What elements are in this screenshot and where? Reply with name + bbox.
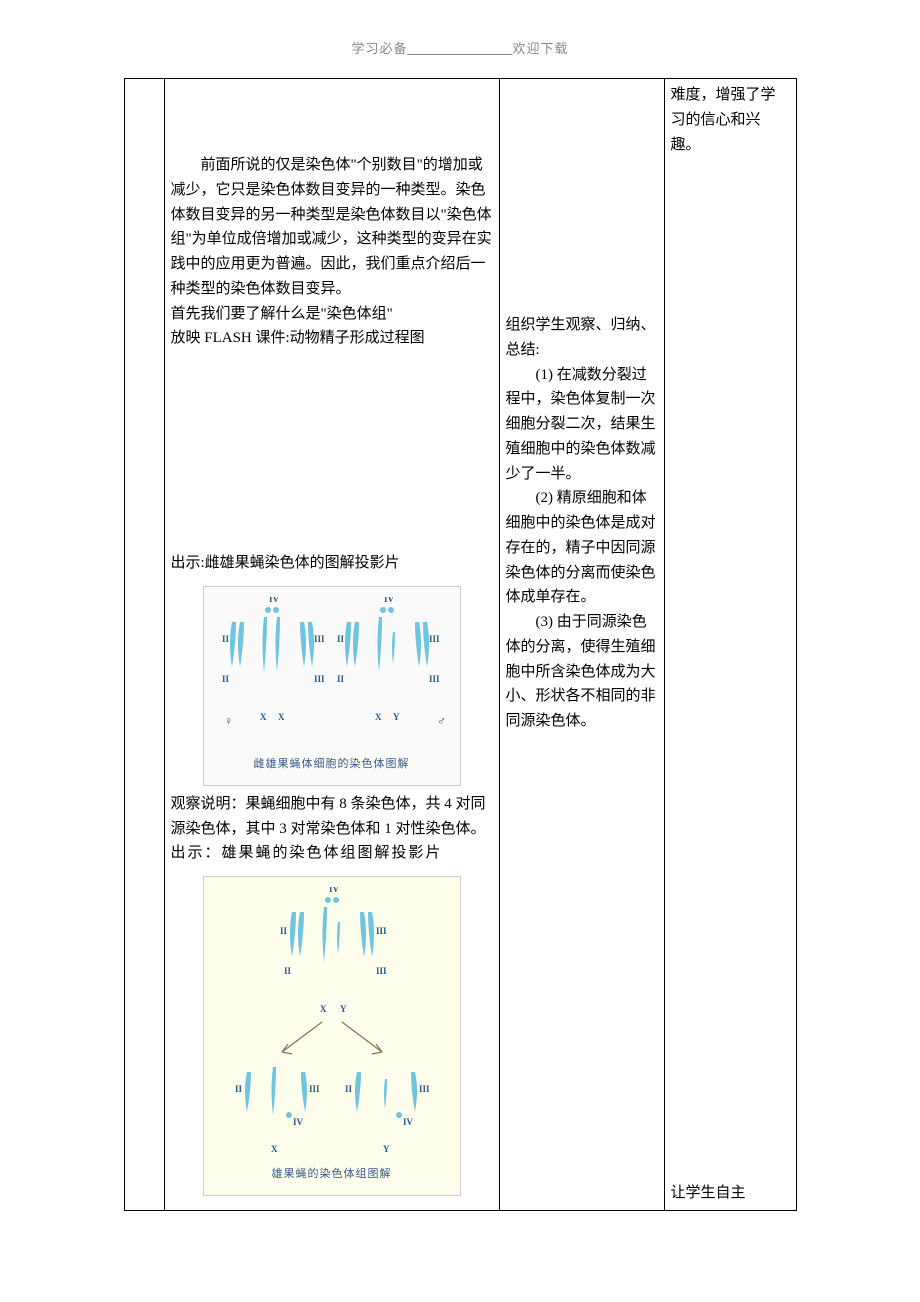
svg-text:III: III [419, 1084, 430, 1094]
svg-text:III: III [314, 674, 325, 684]
svg-text:X: X [271, 1144, 278, 1154]
svg-text:IV: IV [329, 887, 340, 894]
page-header: 学习必备＿＿＿＿＿＿＿欢迎下载 [0, 0, 920, 70]
cold-top: 难度，增强了学习的信心和兴趣。 [671, 83, 790, 157]
svg-text:III: III [429, 634, 440, 644]
lesson-table: 前面所说的仅是染色体"个别数目"的增加或减少，它只是染色体数目变异的一种类型。染… [124, 78, 797, 1211]
svg-text:Y: Y [383, 1144, 390, 1154]
svg-text:II: II [337, 634, 345, 644]
cold-bottom: 让学生自主 [671, 1181, 790, 1206]
diagram-female-male-fruitfly: IV II II III III X X ♀ [203, 586, 461, 786]
header-left: 学习必备 [351, 41, 407, 56]
svg-text:III: III [309, 1084, 320, 1094]
svg-text:IV: IV [384, 597, 395, 604]
svg-text:II: II [222, 674, 230, 684]
svg-text:Y: Y [340, 1004, 347, 1014]
header-right: 欢迎下载 [513, 41, 569, 56]
cell-col-a [124, 79, 164, 1211]
line-flash: 放映 FLASH 课件:动物精子形成过程图 [171, 326, 493, 351]
table-row: 前面所说的仅是染色体"个别数目"的增加或减少，它只是染色体数目变异的一种类型。染… [124, 79, 796, 1211]
svg-text:X: X [260, 712, 267, 722]
line-first-understand: 首先我们要了解什么是"染色体组" [171, 302, 493, 327]
colc-p3: (2) 精原细胞和体细胞中的染色体是成对存在的，精子中因同源染色体的分离而使染色… [506, 486, 658, 610]
svg-text:X: X [320, 1004, 327, 1014]
svg-text:IV: IV [269, 597, 280, 604]
svg-text:III: III [429, 674, 440, 684]
chromosome-diagram-2-svg: IV II II III III X Y II [212, 887, 452, 1157]
diagram2-caption: 雄果蝇的染色体组图解 [210, 1165, 454, 1183]
svg-text:IV: IV [403, 1117, 414, 1127]
cell-col-d: 难度，增强了学习的信心和兴趣。 让学生自主 [664, 79, 796, 1211]
svg-text:Y: Y [393, 712, 400, 722]
header-underline: ＿＿＿＿＿＿＿ [407, 41, 512, 56]
svg-text:II: II [337, 674, 345, 684]
line-show-diagram2: 出示：雄果蝇的染色体组图解投影片 [171, 841, 493, 866]
para-observation: 观察说明：果蝇细胞中有 8 条染色体，共 4 对同源染色体，其中 3 对常染色体… [171, 792, 493, 842]
diagram1-caption: 雌雄果蝇体细胞的染色体图解 [210, 755, 454, 773]
chromosome-diagram-1-svg: IV II II III III X X ♀ [212, 597, 452, 747]
svg-text:II: II [222, 634, 230, 644]
cell-col-c: 组织学生观察、归纳、总结: (1) 在减数分裂过程中，染色体复制一次细胞分裂二次… [499, 79, 664, 1211]
svg-text:II: II [345, 1084, 353, 1094]
cell-col-b: 前面所说的仅是染色体"个别数目"的增加或减少，它只是染色体数目变异的一种类型。染… [164, 79, 499, 1211]
svg-text:X: X [278, 712, 285, 722]
svg-text:X: X [375, 712, 382, 722]
colc-p4: (3) 由于同源染色体的分离，使得生殖细胞中所含染色体成为大小、形状各不相同的非… [506, 610, 658, 734]
svg-text:III: III [314, 634, 325, 644]
colc-p1: 组织学生观察、归纳、总结: [506, 313, 658, 363]
line-show-diagram1: 出示:雌雄果蝇染色体的图解投影片 [171, 551, 493, 576]
svg-text:III: III [376, 926, 387, 936]
svg-text:II: II [235, 1084, 243, 1094]
diagram-male-fruitfly-set: IV II II III III X Y II [203, 876, 461, 1196]
para-intro: 前面所说的仅是染色体"个别数目"的增加或减少，它只是染色体数目变异的一种类型。染… [171, 153, 493, 302]
svg-text:IV: IV [293, 1117, 304, 1127]
svg-text:II: II [284, 966, 292, 976]
svg-text:♀: ♀ [224, 714, 233, 728]
svg-text:♂: ♂ [437, 714, 446, 728]
colc-p2: (1) 在减数分裂过程中，染色体复制一次细胞分裂二次，结果生殖细胞中的染色体数减… [506, 363, 658, 487]
svg-text:II: II [280, 926, 288, 936]
svg-text:III: III [376, 966, 387, 976]
